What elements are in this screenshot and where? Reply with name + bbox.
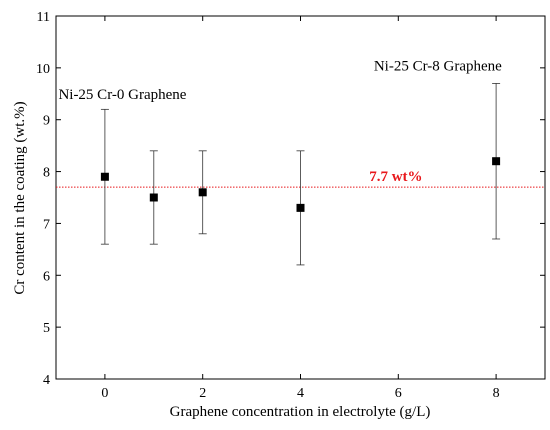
- annotation-8-graphene: Ni-25 Cr-8 Graphene: [374, 58, 502, 74]
- y-tick-label: 7: [43, 217, 50, 232]
- y-tick-label: 6: [43, 269, 50, 284]
- annotation-0-graphene: Ni-25 Cr-0 Graphene: [58, 87, 186, 103]
- y-tick-label: 5: [43, 321, 50, 336]
- y-tick-label: 8: [43, 166, 50, 181]
- y-axis-title: Cr content in the coating (wt.%): [12, 101, 28, 294]
- data-point: [198, 188, 207, 197]
- x-tick-label: 0: [101, 386, 108, 401]
- marks-layer: [100, 83, 501, 266]
- annotations-layer: Ni-25 Cr-0 Graphene Ni-25 Cr-8 Graphene: [58, 58, 502, 103]
- y-tick-label: 10: [36, 62, 50, 77]
- y-tick-label: 9: [43, 114, 50, 129]
- x-tick-label: 8: [493, 386, 500, 401]
- reference-line-label: 7.7 wt%: [369, 169, 422, 185]
- y-tick-label: 4: [43, 373, 50, 388]
- data-point: [296, 203, 305, 212]
- x-axis-title: Graphene concentration in electrolyte (g…: [170, 404, 431, 420]
- x-tick-label: 2: [199, 386, 206, 401]
- x-tick-label: 6: [395, 386, 402, 401]
- y-tick-label: 11: [37, 10, 50, 25]
- data-point: [100, 172, 109, 181]
- x-tick-label: 4: [297, 386, 304, 401]
- data-point: [149, 193, 158, 202]
- ticks-layer: 4 5 6 7 8 9 10 11 0 2 4 6 8: [36, 10, 545, 401]
- data-point: [492, 157, 501, 166]
